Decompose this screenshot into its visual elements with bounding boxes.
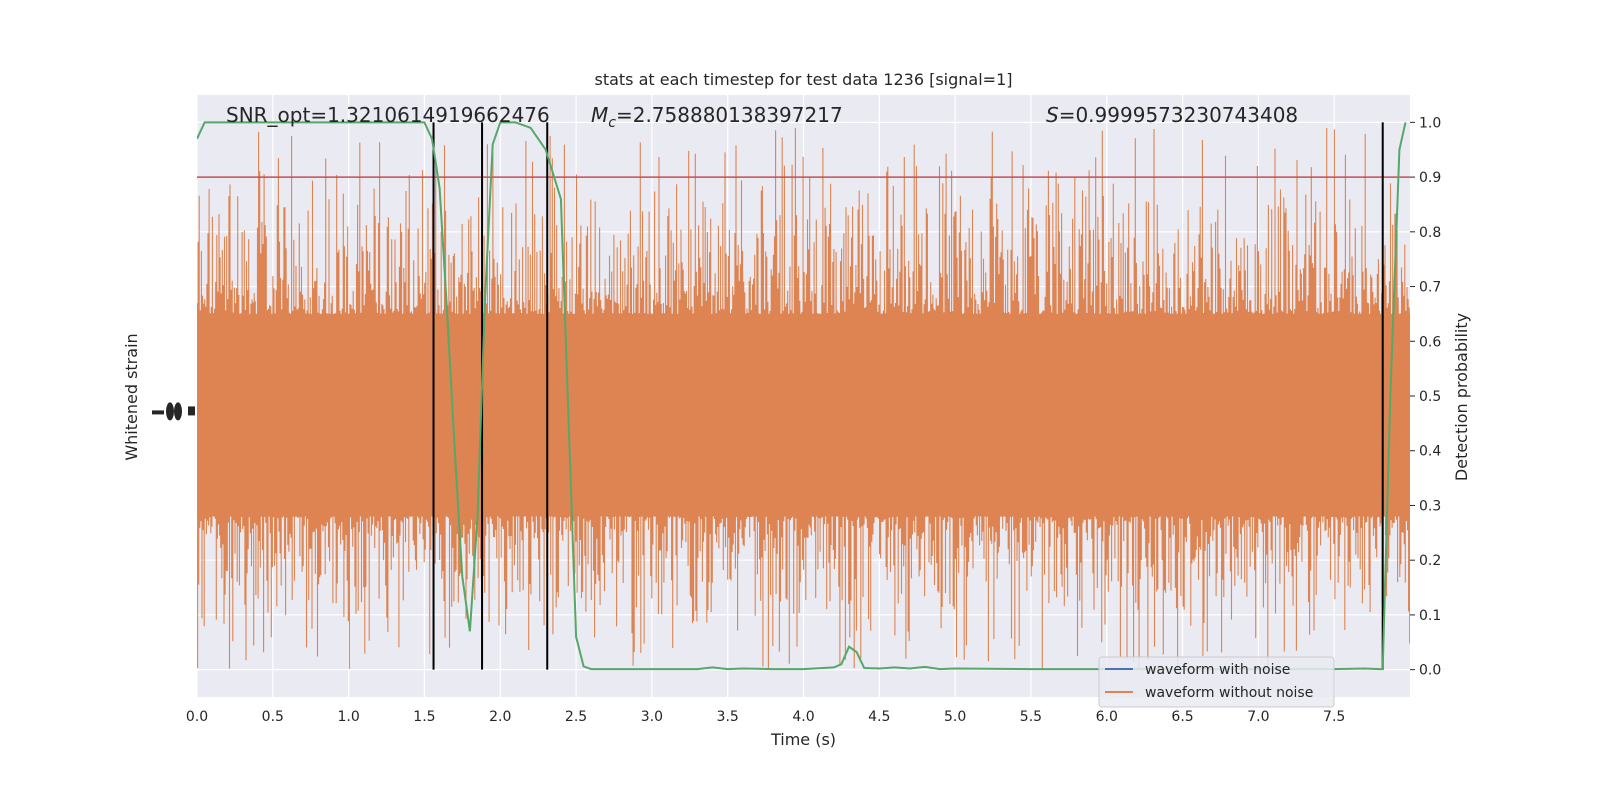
chart-title: stats at each timestep for test data 123… bbox=[594, 70, 1012, 89]
y-right-tick-label: 0.9 bbox=[1419, 170, 1441, 186]
x-tick-label: 1.5 bbox=[413, 709, 435, 725]
y-right-tick-label: 0.4 bbox=[1419, 444, 1441, 460]
y-right-tick-label: 0.2 bbox=[1419, 553, 1441, 569]
y-right-tick-label: 0.5 bbox=[1419, 389, 1441, 405]
y-right-tick-label: 0.0 bbox=[1419, 663, 1441, 679]
legend-box bbox=[1098, 656, 1335, 708]
x-tick-label: 2.0 bbox=[489, 709, 511, 725]
mc-subscript: c bbox=[608, 115, 616, 131]
x-tick-label: 3.5 bbox=[717, 709, 739, 725]
x-axis-label: Time (s) bbox=[770, 730, 836, 749]
x-tick-label: 6.0 bbox=[1096, 709, 1118, 725]
left-tick-mark bbox=[166, 402, 174, 421]
score-annotation: S=0.9999573230743408 bbox=[1046, 103, 1298, 127]
y-right-tick-label: 1.0 bbox=[1419, 115, 1441, 131]
x-tick-label: 0.5 bbox=[262, 709, 284, 725]
detection-probability-group bbox=[197, 121, 1407, 671]
waveform-without-noise-line bbox=[197, 128, 1410, 669]
x-tick-label: 2.5 bbox=[565, 709, 587, 725]
legend: waveform with noise waveform without noi… bbox=[1098, 656, 1335, 708]
x-tick-label: 7.5 bbox=[1323, 709, 1345, 725]
left-tick-mark bbox=[152, 410, 164, 415]
x-tick-label: 7.0 bbox=[1247, 709, 1269, 725]
x-tick-label: 4.5 bbox=[868, 709, 890, 725]
y-right-tick-label: 0.8 bbox=[1419, 225, 1441, 241]
plot-content bbox=[197, 121, 1410, 671]
left-tick-mark bbox=[188, 406, 195, 416]
y-right-tick-label: 0.7 bbox=[1419, 280, 1441, 296]
y-right-tick-label: 0.1 bbox=[1419, 608, 1441, 624]
x-tick-labels: 0.0 0.5 1.0 1.5 2.0 2.5 3.0 3.5 4.0 4.5 5.0 5.5 6.0 6… bbox=[186, 709, 1345, 725]
chirp-mass-annotation: Mc=2.758880138397217 bbox=[591, 103, 843, 131]
x-tick-label: 1.0 bbox=[337, 709, 359, 725]
y-axis-label-left: Whitened strain bbox=[122, 333, 141, 460]
left-tick-mark bbox=[174, 402, 182, 421]
legend-label-with-noise: waveform with noise bbox=[1145, 662, 1290, 678]
x-tick-label: 0.0 bbox=[186, 709, 208, 725]
x-tick-label: 3.0 bbox=[641, 709, 663, 725]
waveform-without-noise-band bbox=[197, 128, 1410, 669]
y-axis-label-right: Detection probability bbox=[1452, 313, 1471, 481]
x-tick-label: 4.0 bbox=[792, 709, 814, 725]
detection-probability-line bbox=[197, 121, 1407, 671]
x-tick-label: 5.0 bbox=[944, 709, 966, 725]
y-right-tick-label: 0.3 bbox=[1419, 498, 1441, 514]
mc-symbol: M bbox=[591, 103, 608, 127]
left-axis-overlapping-ticks bbox=[152, 402, 195, 421]
legend-label-without-noise: waveform without noise bbox=[1145, 685, 1313, 701]
mc-value: =2.758880138397217 bbox=[616, 103, 843, 127]
y-right-tick-labels: 0.0 0.1 0.2 0.3 0.4 0.5 0.6 0.7 0.8 0.9 1.0 bbox=[1410, 115, 1441, 679]
x-tick-label: 5.5 bbox=[1020, 709, 1042, 725]
y-right-tick-label: 0.6 bbox=[1419, 334, 1441, 350]
x-tick-label: 6.5 bbox=[1171, 709, 1193, 725]
s-symbol: S bbox=[1046, 103, 1059, 127]
s-value: =0.9999573230743408 bbox=[1059, 103, 1298, 127]
snr-annotation: SNR_opt=1.3210614919662476 bbox=[226, 103, 550, 127]
